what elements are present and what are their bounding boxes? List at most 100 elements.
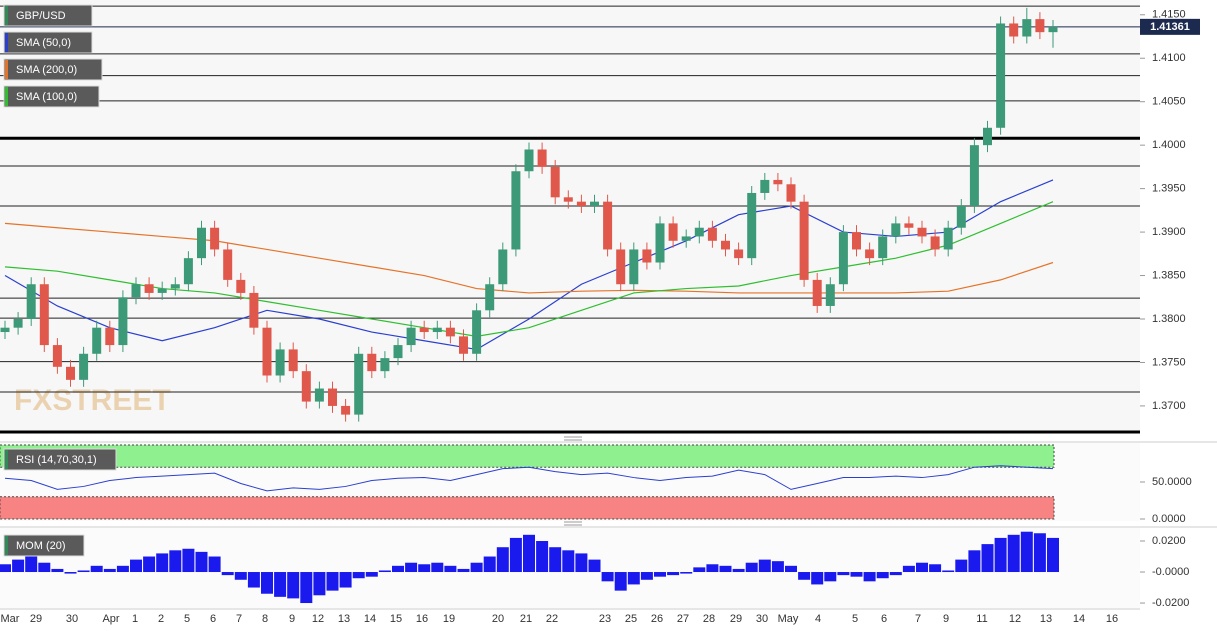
panel-handle[interactable] (564, 436, 582, 526)
mom-bar (785, 565, 797, 573)
candle-body (393, 345, 403, 359)
mom-bar (575, 553, 588, 573)
mom-bar (523, 534, 535, 573)
mom-bar (444, 565, 457, 573)
mom-bar (169, 550, 182, 573)
x-tick-label: 19 (443, 613, 455, 625)
y-tick-label: 1.3800 (1152, 313, 1186, 325)
mom-bar (300, 572, 313, 604)
candle-body (472, 310, 482, 354)
mom-bar (378, 570, 391, 573)
mom-bar (182, 548, 195, 573)
candle-body (354, 353, 364, 415)
x-tick-label: 9 (289, 613, 295, 625)
candle-body (603, 201, 613, 250)
x-tick-label: 13 (338, 613, 350, 625)
x-tick-label: 22 (546, 613, 558, 625)
x-tick-label: 30 (66, 613, 78, 625)
x-tick-label: 20 (492, 613, 504, 625)
candle-body (734, 249, 744, 259)
mom-bar (90, 565, 103, 573)
legend-label: GBP/USD (16, 10, 66, 22)
candle-body (485, 284, 495, 311)
mom-bar (758, 559, 771, 573)
candle-body (262, 327, 272, 376)
x-tick-label: 16 (1106, 613, 1118, 625)
mom-bar (392, 565, 404, 573)
legend-swatch (5, 33, 8, 52)
x-tick-label: 23 (599, 613, 611, 625)
mom-bar (247, 572, 260, 588)
x-tick-label: 5 (852, 613, 858, 625)
mom-bar (811, 572, 824, 585)
x-tick-label: 7 (915, 613, 921, 625)
legend-swatch (5, 6, 8, 25)
sma-line (4, 179, 1054, 351)
rsi-overbought-band (0, 444, 1055, 468)
rsi-line (4, 465, 1054, 492)
x-tick-label: 28 (703, 613, 715, 625)
candle-body (681, 236, 691, 241)
y-tick-label: 1.3900 (1152, 226, 1186, 238)
x-tick-label: 5 (184, 613, 190, 625)
candle-body (52, 345, 62, 367)
legend-box (3, 58, 103, 81)
mom-bar (365, 572, 378, 577)
mom-bar (601, 572, 614, 582)
candle-body (79, 353, 89, 380)
candle-body (301, 371, 311, 402)
mom-bar (706, 564, 719, 573)
x-tick-label: 6 (881, 613, 887, 625)
y-tick-label: 1.4050 (1152, 96, 1186, 108)
candle-body (956, 206, 966, 228)
x-tick-label: May (778, 613, 799, 625)
candle-body (878, 236, 888, 259)
candle-body (642, 249, 652, 263)
mom-bar (745, 562, 758, 573)
y-tick-label: 1.3750 (1152, 356, 1186, 368)
candle-body (524, 149, 534, 172)
legend-label: RSI (14,70,30,1) (16, 454, 97, 466)
x-tick-label: 30 (756, 613, 768, 625)
mom-bar (562, 550, 575, 573)
mom-bar (77, 570, 90, 573)
legend-label: SMA (200,0) (16, 64, 77, 76)
mom-bar (889, 572, 902, 576)
candle-body (707, 227, 717, 241)
x-tick-label: Apr (102, 613, 119, 625)
mom-bar (876, 572, 889, 579)
x-tick-label: 21 (520, 613, 532, 625)
mom-bar (496, 547, 509, 573)
mom-bar (103, 568, 116, 573)
x-tick-label: 7 (236, 613, 242, 625)
x-tick-label: Mar (1, 613, 20, 625)
mom-bar (627, 572, 640, 585)
y-tick-label: 1.4000 (1152, 139, 1186, 151)
mom-bar (1033, 533, 1046, 573)
mom-bar (942, 570, 955, 573)
mom-bar (916, 562, 928, 573)
candle-body (498, 249, 508, 285)
legend-box (3, 31, 93, 54)
mom-bar (902, 565, 915, 573)
mom-bar (195, 551, 208, 573)
candle-body (760, 179, 770, 193)
candle-body (118, 297, 128, 346)
mom-bar (25, 553, 38, 573)
mom-bar (614, 572, 627, 591)
mom-bar (261, 572, 273, 594)
candle-body (825, 284, 835, 306)
candle-body (288, 349, 298, 372)
x-tick-label: 29 (30, 613, 42, 625)
candle-body (786, 184, 796, 202)
x-tick-label: 6 (210, 613, 216, 625)
mom-bar (313, 572, 326, 596)
candle-body (930, 236, 940, 250)
mom-bar (234, 572, 247, 580)
mom-bar (1007, 534, 1020, 573)
x-tick-label: 15 (390, 613, 402, 625)
x-tick-label: 2 (158, 613, 164, 625)
mom-bar (798, 572, 811, 580)
x-tick-label: 14 (364, 613, 376, 625)
candle-body (576, 201, 586, 207)
